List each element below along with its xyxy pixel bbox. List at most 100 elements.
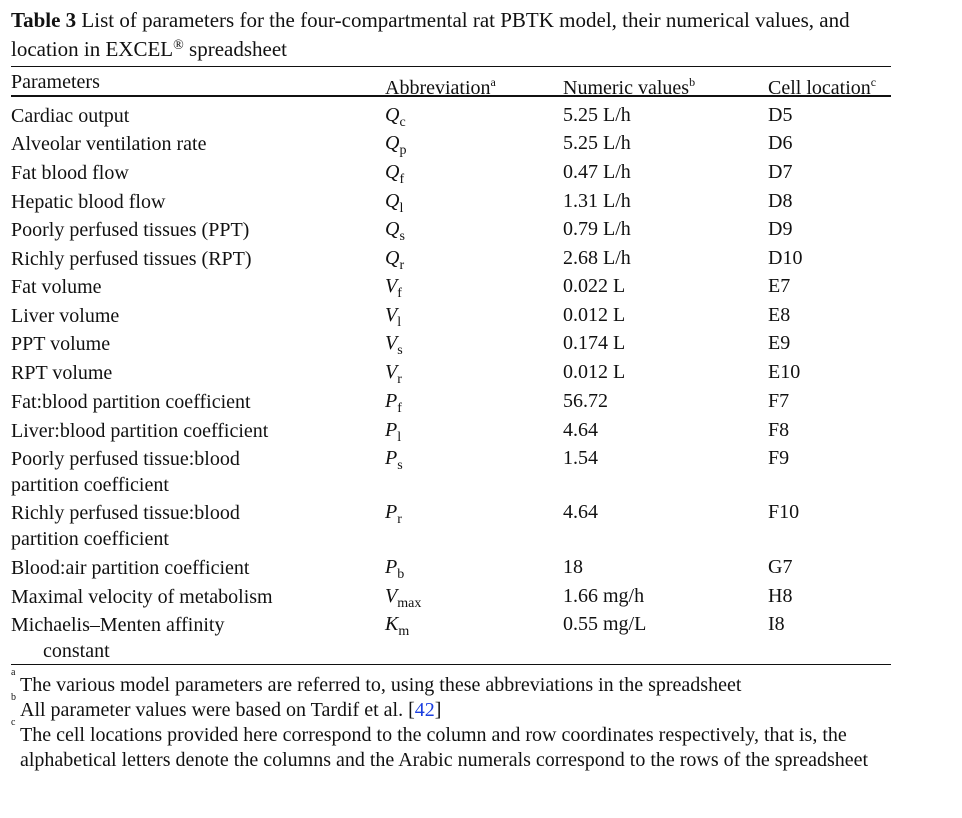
numeric-value: 5.25 L/h — [563, 104, 631, 126]
parameter-name: Poorly perfused tissue:blood partition co… — [11, 448, 240, 496]
abbreviation-symbol: Qc — [385, 103, 406, 135]
abbreviation-symbol: Pl — [385, 418, 401, 450]
footnote-marker: c — [11, 717, 16, 728]
cell-location: G7 — [768, 556, 793, 578]
abbreviation-symbol: Pb — [385, 555, 404, 587]
abbreviation-subscript: l — [397, 315, 402, 330]
footnote-text: The various model parameters are referre… — [20, 674, 742, 696]
parameter-name: Fat volume — [11, 276, 102, 298]
citation-link[interactable]: 42 — [414, 699, 435, 721]
abbreviation-subscript: s — [399, 229, 405, 244]
abbreviation-subscript: max — [397, 596, 422, 611]
abbreviation-base: V — [385, 332, 398, 354]
footnote-text: The cell locations provided here corresp… — [20, 724, 869, 771]
abbreviation-base: V — [385, 304, 398, 326]
numeric-value: 18 — [563, 556, 583, 578]
abbreviation-symbol: Pr — [385, 500, 402, 532]
footnote-text: All parameter values were based on Tardi… — [20, 699, 409, 721]
abbreviation-subscript: s — [397, 343, 403, 358]
footnotes: a The various model parameters are referr… — [11, 667, 895, 773]
numeric-value: 0.022 L — [563, 275, 626, 297]
footnote-a: a The various model parameters are referr… — [11, 667, 895, 698]
numeric-value: 4.64 — [563, 501, 598, 523]
table-bottom-rule — [11, 664, 891, 666]
abbreviation-base: V — [385, 361, 398, 383]
footnote-ref-c: c — [870, 75, 877, 89]
parameter-name: Maximal velocity of metabolism — [11, 586, 273, 608]
abbreviation-symbol: Ps — [385, 446, 403, 478]
parameter-name: Poorly perfused tissues (PPT) — [11, 219, 250, 241]
cell-location: E9 — [768, 332, 791, 354]
header-abbreviation-label: Abbreviation — [385, 77, 491, 99]
numeric-value: 0.79 L/h — [563, 218, 631, 240]
cell-location: E8 — [768, 304, 791, 326]
abbreviation-subscript: p — [399, 143, 407, 158]
caption-text-end: spreadsheet — [183, 37, 287, 61]
numeric-value: 1.31 L/h — [563, 190, 631, 212]
cell-location: E7 — [768, 275, 791, 297]
cell-location: H8 — [768, 585, 793, 607]
abbreviation-symbol: Pf — [385, 389, 402, 421]
cell-location: F7 — [768, 390, 790, 412]
parameter-name: Richly perfused tissues (RPT) — [11, 248, 252, 270]
numeric-value: 5.25 L/h — [563, 132, 631, 154]
abbreviation-subscript: r — [397, 372, 402, 387]
abbreviation-symbol: Vl — [385, 303, 401, 335]
parameter-name: Liver volume — [11, 305, 120, 327]
parameter-name: RPT volume — [11, 362, 113, 384]
abbreviation-subscript: r — [399, 258, 405, 273]
numeric-value: 0.174 L — [563, 332, 626, 354]
parameter-name: Richly perfused tissue:blood partition co… — [11, 502, 240, 550]
abbreviation-symbol: Vr — [385, 360, 402, 392]
cell-location: D6 — [768, 132, 793, 154]
abbreviation-symbol: Vf — [385, 274, 402, 306]
header-parameters: Parameters — [11, 70, 100, 94]
cell-location: F8 — [768, 419, 790, 441]
abbreviation-base: Q — [385, 161, 400, 183]
parameter-name: PPT volume — [11, 333, 111, 355]
abbreviation-base: K — [385, 613, 399, 635]
abbreviation-symbol: Ql — [385, 189, 403, 221]
footnote-c: c The cell locations provided here corres… — [11, 717, 895, 773]
numeric-value: 0.55 mg/L — [563, 613, 647, 635]
cell-location: F9 — [768, 447, 790, 469]
cell-location: D9 — [768, 218, 793, 240]
abbreviation-subscript: l — [397, 430, 402, 445]
numeric-value: 1.54 — [563, 447, 598, 469]
abbreviation-symbol: Vmax — [385, 584, 421, 616]
abbreviation-base: P — [385, 419, 398, 441]
caption-text: List of parameters for the four-compartm… — [11, 8, 850, 61]
abbreviation-symbol: Qp — [385, 131, 406, 163]
parameter-name: Michaelis–Menten affinity constant — [11, 614, 225, 662]
abbreviation-base: Q — [385, 190, 400, 212]
numeric-value: 1.66 mg/h — [563, 585, 645, 607]
abbreviation-symbol: Km — [385, 612, 409, 644]
cell-location: F10 — [768, 501, 800, 523]
numeric-value: 56.72 — [563, 390, 608, 412]
abbreviation-base: Q — [385, 132, 400, 154]
cell-location: D5 — [768, 104, 793, 126]
abbreviation-subscript: c — [399, 115, 406, 130]
header-cell-location: Cell locationc — [768, 70, 876, 100]
parameter-name: Fat:blood partition coefficient — [11, 391, 251, 413]
parameter-name: Blood:air partition coefficient — [11, 557, 250, 579]
footnote-marker: b — [11, 692, 16, 703]
abbreviation-symbol: Qs — [385, 217, 405, 249]
parameter-name: Hepatic blood flow — [11, 191, 166, 213]
header-numeric-values: Numeric valuesb — [563, 70, 695, 100]
abbreviation-subscript: f — [397, 286, 402, 301]
abbreviation-subscript: m — [398, 624, 410, 639]
abbreviation-base: P — [385, 390, 398, 412]
abbreviation-base: V — [385, 585, 398, 607]
abbreviation-base: P — [385, 556, 398, 578]
abbreviation-base: Q — [385, 247, 400, 269]
abbreviation-subscript: b — [397, 567, 405, 582]
footnote-marker: a — [11, 667, 16, 678]
header-numeric-label: Numeric values — [563, 77, 690, 99]
abbreviation-subscript: f — [399, 172, 405, 187]
abbreviation-symbol: Vs — [385, 331, 403, 363]
parameter-name: Liver:blood partition coefficient — [11, 420, 269, 442]
cell-location: D10 — [768, 247, 803, 269]
numeric-value: 0.47 L/h — [563, 161, 631, 183]
